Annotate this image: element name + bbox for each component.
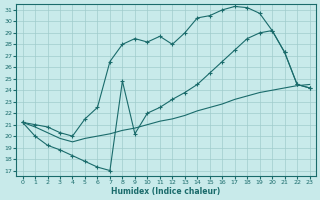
X-axis label: Humidex (Indice chaleur): Humidex (Indice chaleur) [111, 187, 221, 196]
